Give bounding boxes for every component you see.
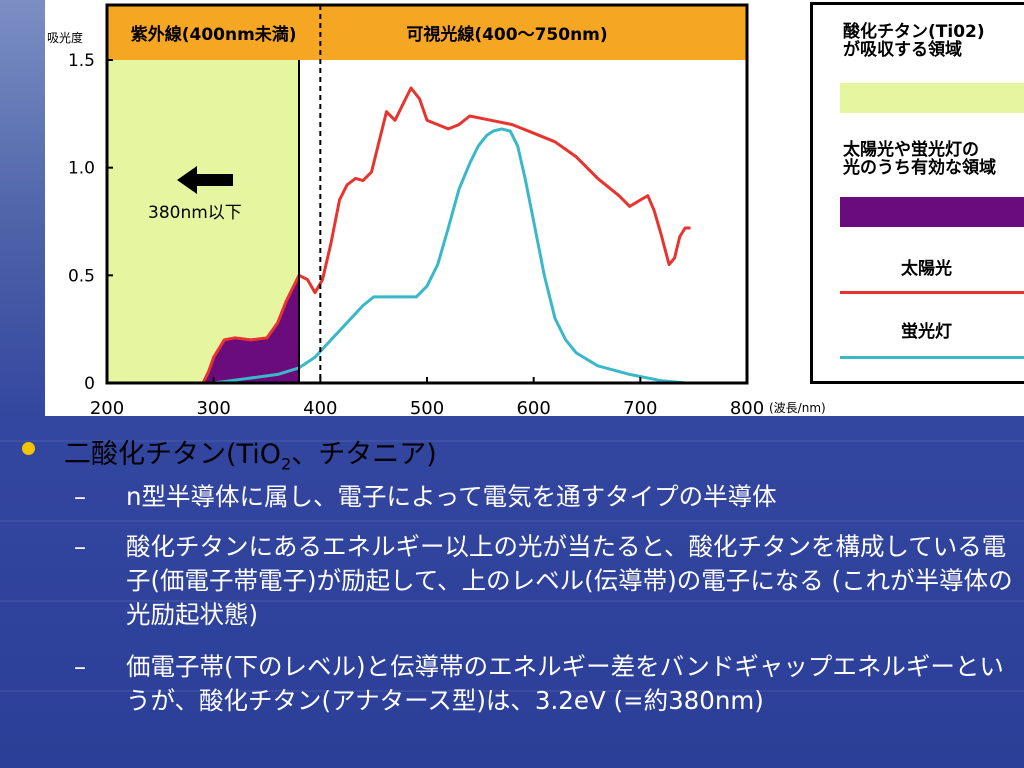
x-axis-unit: (波長/nm): [769, 401, 826, 415]
legend-label-tio2: 酸化チタン(Ti02) が吸収する領域: [843, 22, 985, 60]
legend-line-fluorescent: [840, 356, 1024, 359]
sub-bullet-1: n型半導体に属し、電子によって電気を通すタイプの半導体: [126, 482, 777, 511]
sub-bullet-dash-3: –: [74, 653, 86, 681]
region-header-band: [107, 5, 747, 60]
uv-region-fill: [107, 60, 299, 383]
series-line-0: [201, 86, 691, 384]
legend-line-sunlight: [840, 291, 1024, 294]
annotation-380nm: 380nm以下: [148, 203, 242, 223]
x-tick-label: 700: [623, 398, 657, 416]
bullet-dot: [22, 442, 35, 455]
spectrum-figure: 紫外線(400nm未満) 可視光線(400〜750nm) 380nm以下 吸光度 0…: [45, 0, 1024, 416]
region-label-0: 紫外線(400nm未満): [131, 24, 297, 45]
spectrum-chart: 紫外線(400nm未満) 可視光線(400〜750nm) 380nm以下 吸光度 0…: [47, 3, 826, 416]
y-tick-label: 0.5: [68, 266, 95, 286]
x-tick-label: 800: [730, 398, 764, 416]
y-tick-label: 1.0: [68, 159, 95, 179]
y-tick-label: 0: [84, 374, 95, 394]
x-tick-label: 300: [196, 398, 230, 416]
sub-bullet-3: 価電子帯(下のレベル)と伝導帯のエネルギー差をバンドギャップエネルギーというが、…: [126, 652, 1004, 715]
legend-swatch-tio2: [840, 83, 1024, 113]
series-area-tio2: [203, 275, 299, 383]
legend-label-effective: 太陽光や蛍光灯の 光のうち有効な領域: [843, 140, 996, 178]
legend-label-fluorescent: 蛍光灯: [901, 322, 952, 342]
sub-bullet-2: 酸化チタンにあるエネルギー以上の光が当たると、酸化チタンを構成している電子(価電…: [126, 532, 1013, 629]
x-tick-label: 500: [410, 398, 444, 416]
x-tick-label: 200: [90, 398, 124, 416]
x-tick-label: 400: [303, 398, 337, 416]
x-tick-label: 600: [516, 398, 550, 416]
left-arrow-icon: [177, 166, 233, 194]
legend-swatch-effective: [840, 197, 1024, 227]
bullet-main-sub: 2: [280, 454, 292, 474]
series-line-1: [213, 127, 687, 385]
legend-label-sunlight: 太陽光: [901, 259, 952, 279]
y-tick-label: 1.5: [68, 51, 95, 71]
y-axis-label: 吸光度: [47, 30, 83, 45]
sub-bullet-dash-1: –: [74, 483, 86, 511]
bullet-main-suffix: 、チタニア): [291, 439, 437, 470]
bullet-main-prefix: 二酸化チタン(TiO: [64, 439, 281, 470]
bullet-main: 二酸化チタン(TiO2、チタニア): [64, 432, 437, 473]
sub-bullet-dash-2: –: [74, 533, 86, 561]
chart-legend: 酸化チタン(Ti02) が吸収する領域 太陽光や蛍光灯の 光のうち有効な領域 太…: [810, 2, 1024, 384]
region-label-1: 可視光線(400〜750nm): [406, 24, 607, 45]
